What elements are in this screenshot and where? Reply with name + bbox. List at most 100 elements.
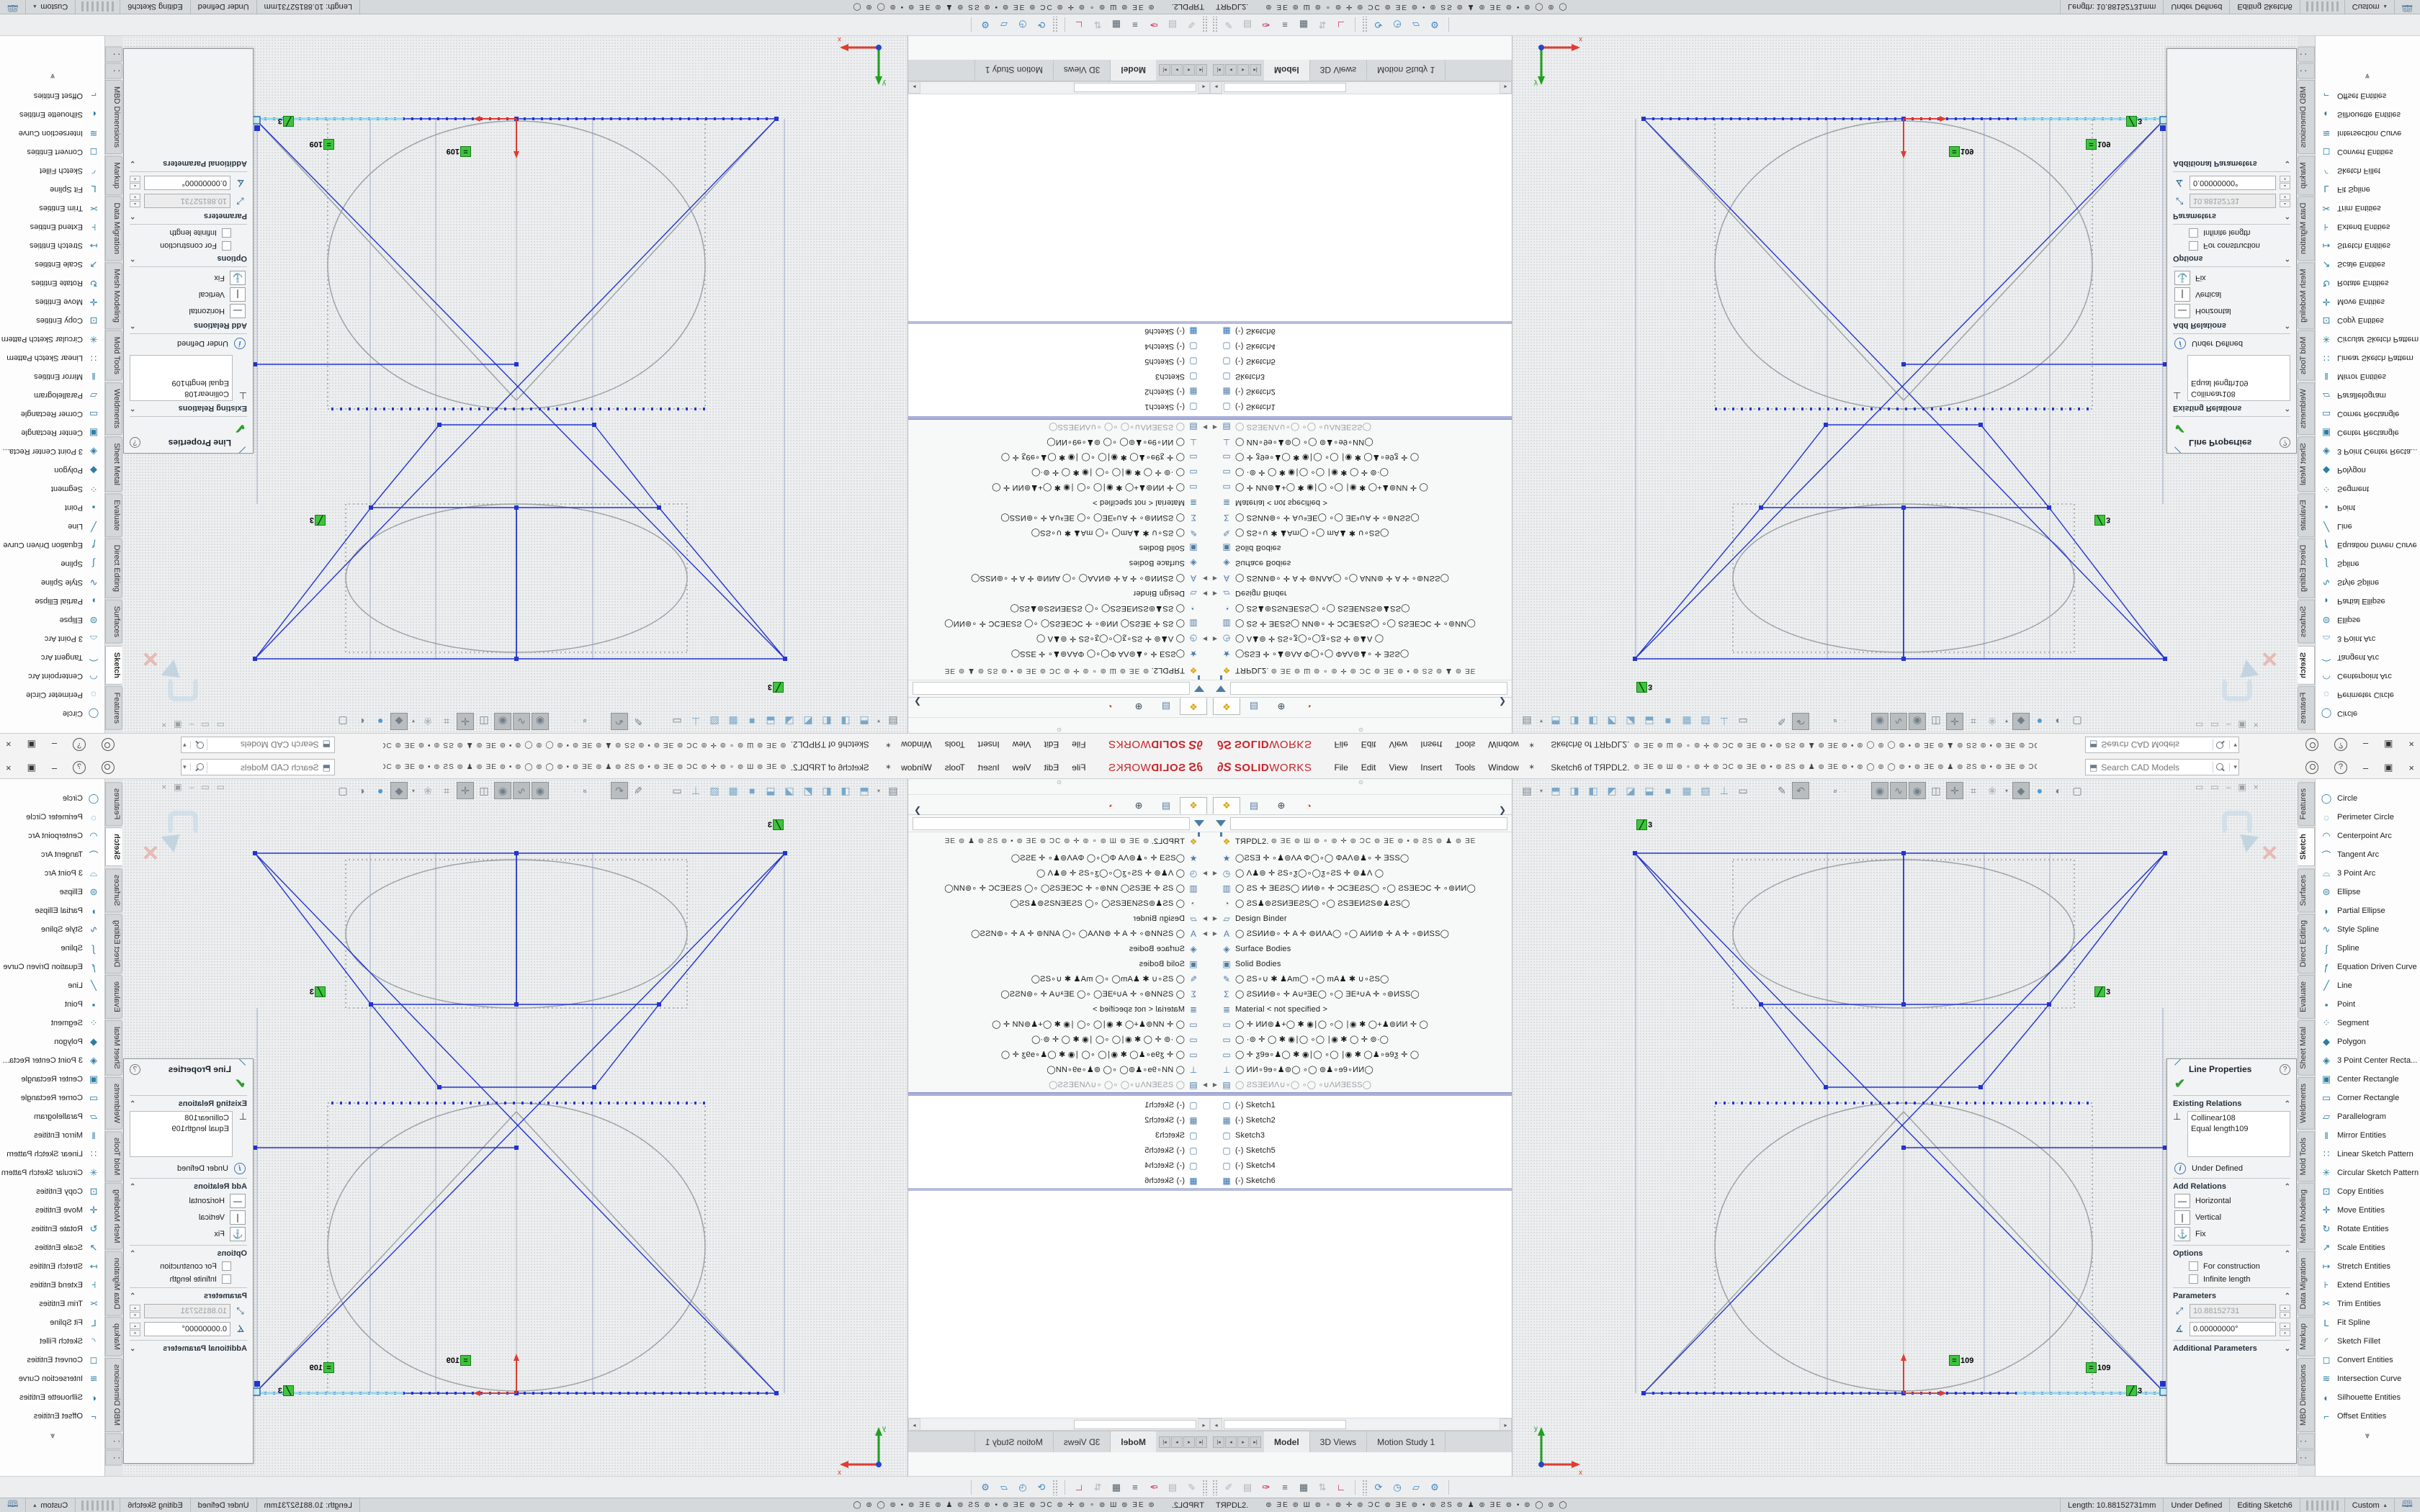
sketch-list-row[interactable]: ▦ (-) Sketch6	[908, 1173, 1210, 1188]
tree-row[interactable]: ▶ ◷ ◯ Ʌ♟⊚ ✛ ƧS∘ƺ◯∘◯ƺ∘ƧS ✛ ⊚♟Ʌ ◯	[908, 865, 1210, 881]
checkbox[interactable]	[222, 241, 231, 251]
add-relation-row[interactable]: ⚓ Fix	[130, 1227, 246, 1241]
command-tab[interactable]: Features	[105, 685, 122, 730]
sketch-tool[interactable]: ≋ Intersection Curve	[2316, 124, 2420, 143]
sketch-tool[interactable]: ◻ Convert Entities	[2316, 1351, 2420, 1369]
options-header[interactable]: Options ⌃	[2173, 1249, 2290, 1258]
sketch-tool[interactable]: ‖ Mirror Entities	[0, 367, 104, 386]
menu-item[interactable]: Window	[901, 762, 932, 773]
view-toolbar-icon[interactable]: ◉	[494, 713, 511, 730]
view-toolbar-icon[interactable]: ▦	[728, 784, 738, 796]
document-tab[interactable]: Motion Study 1	[1367, 1431, 1446, 1452]
mdi-control-icon[interactable]: ▭	[2210, 720, 2219, 730]
tree-row[interactable]: ▶ ▤ ◯ ƧSƎEИɅ∪∘◯ ∘◯ ∘∪ɅИƎESS◯	[1210, 420, 1512, 435]
command-tab[interactable]: Sheet Metal	[105, 1020, 122, 1076]
bottom-toolbar-icon[interactable]: ⚙	[981, 1481, 990, 1493]
angle-field[interactable]	[2190, 1322, 2276, 1336]
search-box[interactable]: ⬒ ▾	[2085, 759, 2239, 775]
view-toolbar-icon[interactable]: ◫	[1931, 716, 1941, 728]
account-icon[interactable]	[2305, 761, 2318, 774]
sketch-tool[interactable]: ▣ Center Rectangle	[0, 423, 104, 442]
view-toolbar-icon[interactable]	[648, 713, 667, 730]
bottom-toolbar-icon[interactable]: ✐	[1224, 19, 1233, 31]
view-toolbar-icon[interactable]: ◨	[1569, 716, 1579, 728]
view-toolbar-icon[interactable]: ◐	[2055, 785, 2062, 796]
palette-more-icon[interactable]: ⩔	[50, 72, 55, 81]
command-tab[interactable]: Mold Tools	[105, 1130, 122, 1182]
sketch-tool[interactable]: ▭ Corner Rectangle	[2316, 1089, 2420, 1107]
tab-nav-button[interactable]: ▸|	[1159, 1436, 1170, 1448]
checkbox[interactable]	[2189, 241, 2198, 251]
bottom-toolbar-icon[interactable]: ▦	[1299, 19, 1309, 31]
document-tab[interactable]: 3D Views	[1309, 60, 1368, 81]
view-toolbar-icon[interactable]: ✎	[634, 716, 642, 728]
add-relation-row[interactable]: ⚓ Fix	[2174, 271, 2290, 285]
tree-row[interactable]: ▥ ◯ ƧS ✛ ƎEƧS◯ ИИ⊚∘ ✛ ƆCƎEƧS◯ ∘◯ ƧSƎEƆC …	[1210, 881, 1512, 896]
sketch-list-row[interactable]: ▦ (-) Sketch2	[908, 1112, 1210, 1128]
sketch-tool[interactable]: ▪ Point	[0, 498, 104, 517]
command-tab[interactable]: Markup	[2298, 156, 2315, 195]
relation-badge[interactable]: = 109	[310, 139, 334, 150]
sketch-tool[interactable]: ✳ Circular Sketch Pattern	[2316, 330, 2420, 348]
command-tab[interactable]: Markup	[2298, 1317, 2315, 1356]
sketch-tool[interactable]: ◠ Centerpoint Arc	[2316, 827, 2420, 845]
toolbar-grip[interactable]	[1203, 1479, 1208, 1495]
sketch-tool[interactable]: ◯ Circle	[0, 789, 104, 808]
view-toolbar-icon[interactable]: ⌀	[1833, 787, 1837, 794]
close-button[interactable]: ×	[2408, 762, 2414, 773]
bottom-toolbar-icon[interactable]: ✑	[1144, 1479, 1163, 1495]
sketch-tool[interactable]: ‖ Mirror Entities	[2316, 1126, 2420, 1145]
help-icon[interactable]: ?	[2334, 761, 2347, 774]
cancel-sketch-icon[interactable]: ×	[142, 838, 158, 868]
checkbox[interactable]	[2189, 228, 2198, 238]
view-toolbar-icon[interactable]: ◆	[2012, 782, 2030, 799]
checkbox[interactable]	[2189, 1274, 2198, 1284]
sketch-tool[interactable]: ✂ Trim Entities	[0, 1295, 104, 1313]
bottom-toolbar-icon[interactable]: ▦	[1111, 1481, 1121, 1493]
sketch-tool[interactable]: ≋ Intersection Curve	[0, 124, 104, 143]
sketch-tool[interactable]: ⌒ Tangent Arc	[0, 648, 104, 667]
relation-badge[interactable]: ╱ 3	[278, 116, 294, 127]
command-tab[interactable]: Surfaces	[2298, 868, 2315, 912]
parameters-header[interactable]: Parameters ⌃	[130, 212, 247, 220]
relation-badge[interactable]: ╱ 3	[2094, 515, 2110, 526]
filter-icon[interactable]	[1194, 820, 1204, 827]
relation-badge[interactable]: = 109	[447, 1355, 471, 1366]
palette-more-icon[interactable]: ⩔	[50, 1431, 55, 1440]
relation-button-icon[interactable]: ⚓	[230, 271, 246, 285]
view-toolbar-icon[interactable]: ◐	[2055, 716, 2062, 727]
view-toolbar-icon[interactable]: ⌗	[444, 716, 449, 728]
sketch-tool[interactable]: ⊦ Extend Entities	[2316, 1276, 2420, 1295]
view-toolbar-icon[interactable]: ◫	[479, 716, 489, 728]
sketch-list-row[interactable]: ▢ (-) Sketch4	[1210, 1158, 1512, 1173]
tab-nav-button[interactable]: ◂	[1225, 64, 1237, 76]
tree-horizontal-scrollbar[interactable]: ◂ ▸	[908, 81, 1210, 94]
sketch-tool[interactable]: ◗ Partial Ellipse	[2316, 901, 2420, 920]
view-toolbar-icon[interactable]: ◩	[803, 716, 813, 728]
checkbox[interactable]	[222, 1261, 231, 1271]
view-toolbar-icon[interactable]: ▢	[338, 716, 348, 728]
status-units-selector[interactable]: Custom ▴	[26, 1498, 76, 1512]
view-toolbar-icon[interactable]	[550, 713, 569, 730]
view-toolbar-icon[interactable]: ✛	[1946, 713, 1963, 730]
view-toolbar-icon[interactable]: ◧	[822, 716, 832, 728]
command-tab[interactable]: Surfaces	[2298, 600, 2315, 644]
scroll-thumb[interactable]	[1224, 83, 1346, 93]
option-row[interactable]: Infinite length	[2189, 1274, 2290, 1284]
view-toolbar-icon[interactable]: ⊥	[1719, 784, 1729, 796]
relation-badge[interactable]: = 109	[447, 146, 471, 157]
menu-item[interactable]: View	[1012, 739, 1031, 750]
add-relations-header[interactable]: Add Relations ⌃	[2173, 321, 2290, 330]
sketch-tool[interactable]: ↗ Scale Entities	[2316, 1238, 2420, 1257]
view-toolbar-icon[interactable]: ◨	[841, 784, 851, 796]
menu-item[interactable]: Window	[901, 739, 932, 750]
view-toolbar-icon[interactable]: ◉	[532, 713, 549, 730]
menu-item[interactable]: Insert	[1420, 739, 1443, 750]
length-field[interactable]	[144, 194, 230, 208]
view-toolbar-icon[interactable]: ·	[1844, 718, 1847, 725]
view-toolbar-icon[interactable]: ↶	[611, 782, 628, 799]
sketch-tool[interactable]: ✳ Circular Sketch Pattern	[0, 1164, 104, 1182]
tree-row[interactable]: ★ ◯ƧSƎ ✛ ∘♟⊚ɅA Φ◯∘◯ ΦAɅ⊚♟∘ ✛ ƎSS◯	[1210, 850, 1512, 865]
tree-row[interactable]: ⊥ ◯ ИИ∘9ɘ∘♟⊚◯ ∘◯ ⊚♟∘ɘ9∘ИИ◯	[1210, 1062, 1512, 1077]
pane-divider[interactable]	[1210, 321, 1512, 324]
